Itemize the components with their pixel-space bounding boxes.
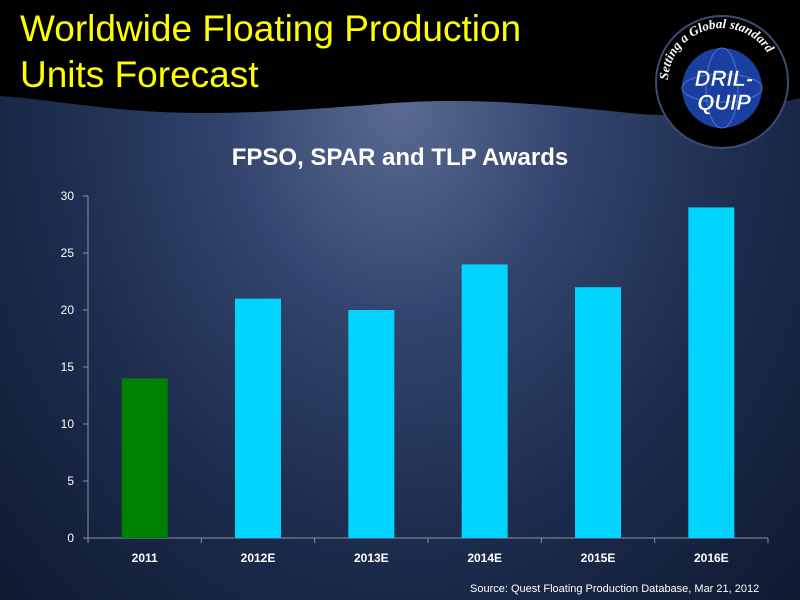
chart-axes bbox=[83, 195, 769, 543]
logo-name-line2: QUIP bbox=[697, 90, 751, 115]
bar-2013e bbox=[348, 310, 395, 538]
y-tick-label: 15 bbox=[61, 360, 75, 374]
globe-logo-icon bbox=[682, 48, 762, 128]
chart-bars bbox=[121, 207, 735, 538]
chart-title: FPSO, SPAR and TLP Awards bbox=[231, 144, 569, 171]
slide-title-line1: Worldwide Floating Production bbox=[20, 8, 522, 49]
x-tick-label: 2012E bbox=[241, 551, 276, 565]
header-banner: Worldwide Floating Production Units Fore… bbox=[0, 0, 800, 130]
header-background bbox=[0, 0, 800, 116]
dril-quip-logo: Setting a Global standard DRIL- QUIP bbox=[655, 15, 789, 149]
x-tick-label: 2016E bbox=[694, 551, 729, 565]
bar-2014e bbox=[461, 264, 508, 538]
x-tick-label: 2013E bbox=[354, 551, 389, 565]
x-tick-label: 2014E bbox=[467, 551, 502, 565]
y-tick-label: 30 bbox=[61, 189, 75, 203]
chart-labels: 0 5 10 15 20 25 30 2011 2012E 2013E 2014E 2015E 2016… bbox=[61, 189, 729, 565]
x-tick-label: 2015E bbox=[581, 551, 616, 565]
slide-title: Worldwide Floating Production Units Fore… bbox=[20, 6, 620, 98]
bar-2012e bbox=[235, 298, 281, 538]
bar-2016e bbox=[688, 207, 735, 538]
bar-2011 bbox=[121, 378, 168, 538]
y-tick-label: 0 bbox=[67, 531, 74, 545]
logo-name-line1: DRIL- bbox=[695, 66, 754, 91]
y-tick-label: 20 bbox=[61, 303, 75, 317]
bar-2015e bbox=[575, 287, 621, 538]
x-tick-label: 2011 bbox=[132, 551, 158, 565]
y-tick-label: 10 bbox=[61, 417, 75, 431]
source-note: Source: Quest Floating Production Databa… bbox=[470, 583, 760, 595]
y-tick-label: 25 bbox=[61, 246, 75, 260]
slide-title-line2: Units Forecast bbox=[20, 54, 259, 95]
y-tick-label: 5 bbox=[67, 474, 74, 488]
